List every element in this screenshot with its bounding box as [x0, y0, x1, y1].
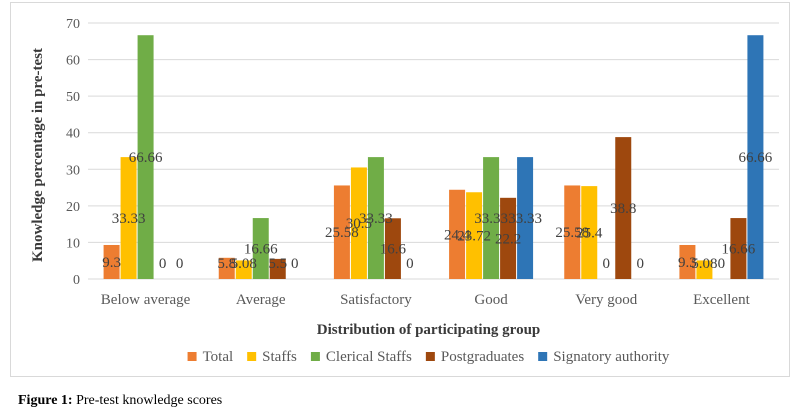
- data-label: 33.33: [508, 211, 542, 227]
- data-label: 23.72: [457, 229, 491, 245]
- data-label: 38.8: [610, 201, 636, 217]
- x-tick-label: Very good: [575, 292, 638, 308]
- data-label: 0: [176, 256, 184, 272]
- x-tick-label: Below average: [101, 292, 191, 308]
- y-tick-label: 0: [73, 273, 80, 288]
- figure-caption: Figure 1: Pre-test knowledge scores: [18, 393, 222, 409]
- legend-swatch: [247, 352, 257, 361]
- data-label: 0: [637, 256, 645, 272]
- y-tick-label: 60: [66, 54, 80, 69]
- x-axis-title: Distribution of participating group: [317, 322, 541, 338]
- data-label: 33.33: [112, 211, 146, 227]
- bar: [564, 185, 581, 279]
- bar: [517, 157, 534, 279]
- y-tick-label: 30: [66, 163, 80, 178]
- bar: [500, 197, 517, 279]
- legend-swatch: [425, 352, 435, 361]
- bar: [730, 218, 747, 279]
- bar: [367, 157, 384, 279]
- legend-swatch: [538, 352, 548, 361]
- bar: [350, 167, 367, 279]
- data-label: 25.58: [555, 225, 589, 241]
- data-label: 25.4: [576, 226, 603, 242]
- x-tick-label: Excellent: [693, 292, 750, 308]
- y-tick-label: 10: [66, 236, 80, 251]
- caption-label: Figure 1:: [18, 393, 73, 408]
- legend-label: Signatory authority: [553, 349, 670, 365]
- data-label: 0: [291, 256, 299, 272]
- data-label: 24.4: [444, 227, 471, 243]
- data-label: 66.66: [129, 150, 163, 166]
- data-label: 16.66: [722, 242, 756, 258]
- data-label: 5.08: [231, 256, 257, 272]
- bar: [679, 244, 696, 279]
- data-label: 5.8: [217, 256, 236, 272]
- legend-swatch: [310, 352, 320, 361]
- legend-label: Postgraduates: [441, 349, 524, 365]
- bar: [252, 218, 269, 279]
- bar: [103, 244, 120, 279]
- bar: [696, 260, 713, 279]
- y-tick-label: 70: [66, 17, 80, 32]
- y-tick-label: 40: [66, 127, 80, 142]
- bar: [333, 185, 350, 279]
- y-tick-label: 50: [66, 90, 80, 105]
- data-label: 0: [718, 256, 726, 272]
- data-label: 22.2: [495, 231, 521, 247]
- data-label: 9.3: [102, 255, 121, 271]
- bar: [384, 218, 401, 279]
- data-label: 0: [406, 256, 414, 272]
- x-tick-label: Good: [474, 292, 508, 308]
- bar: [218, 257, 235, 279]
- y-tick-label: 20: [66, 200, 80, 215]
- x-tick-label: Average: [236, 292, 286, 308]
- bar: [235, 260, 252, 279]
- data-label: 33.33: [359, 211, 393, 227]
- legend-swatch: [187, 352, 197, 361]
- data-label: 25.58: [325, 225, 359, 241]
- bar: [449, 189, 466, 279]
- bar: [581, 186, 598, 279]
- legend-label: Total: [203, 349, 234, 365]
- bar: [137, 35, 154, 279]
- y-axis-title: Knowledge percentage in pre-test: [30, 48, 46, 262]
- data-label: 5.08: [691, 256, 717, 272]
- data-label: 30.5: [346, 216, 372, 232]
- bar: [615, 137, 632, 279]
- legend-label: Clerical Staffs: [326, 349, 412, 365]
- bar: [269, 258, 286, 279]
- data-label: 5.5: [268, 256, 287, 272]
- bar: [120, 157, 137, 279]
- chart-area: 0 10 20 30 40 50 60 70 Below average Average Satis…: [10, 2, 790, 377]
- data-label: 66.66: [739, 150, 773, 166]
- caption-text: Pre-test knowledge scores: [72, 393, 223, 408]
- data-label: 33.33: [474, 211, 508, 227]
- bar: [747, 35, 764, 279]
- data-label: 0: [603, 256, 611, 272]
- legend-label: Staffs: [262, 349, 297, 365]
- bar: [466, 192, 483, 279]
- bar: [483, 157, 500, 279]
- data-label: 16.66: [244, 242, 278, 258]
- data-label: 0: [159, 256, 167, 272]
- data-label: 9.3: [678, 255, 697, 271]
- data-label: 16.6: [380, 242, 407, 258]
- bar-chart: 0 10 20 30 40 50 60 70 Below average Average Satis…: [30, 17, 779, 365]
- x-tick-label: Satisfactory: [340, 292, 412, 308]
